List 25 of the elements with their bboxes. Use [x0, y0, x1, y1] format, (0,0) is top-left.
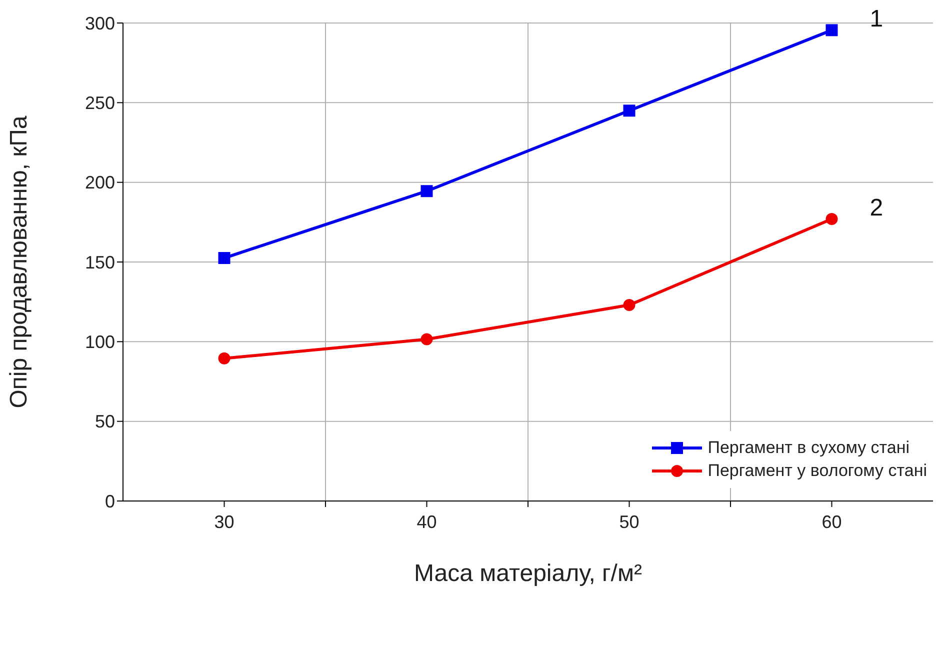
- annotation: 2: [870, 194, 884, 222]
- y-tick-label: 300: [84, 13, 115, 34]
- x-tick-label: 50: [619, 512, 640, 532]
- legend-label: Пергамент в сухому стані: [708, 438, 910, 458]
- y-tick-label: 150: [84, 252, 115, 272]
- y-tick-label: 200: [84, 172, 115, 193]
- y-tick-label: 50: [94, 412, 115, 432]
- x-tick-label: 30: [214, 512, 234, 532]
- point: [826, 212, 838, 225]
- x-tick-label: 60: [822, 512, 842, 532]
- x-axis-title: Маса матеріалу, г/м²: [414, 560, 642, 587]
- point: [623, 299, 636, 312]
- point: [218, 252, 230, 264]
- point: [623, 104, 636, 117]
- x-tick-label: 40: [416, 512, 437, 532]
- point: [420, 185, 433, 198]
- point: [218, 352, 230, 364]
- y-axis-title: Опір продавлюванню, кПа: [6, 115, 33, 408]
- y-tick-label: 0: [104, 491, 115, 512]
- y-tick-label: 250: [84, 93, 115, 114]
- point: [420, 333, 433, 346]
- point: [826, 24, 838, 36]
- legend-label: Пергамент у вологому стані: [708, 461, 927, 481]
- annotation: 1: [870, 6, 884, 33]
- y-tick-label: 100: [84, 332, 115, 352]
